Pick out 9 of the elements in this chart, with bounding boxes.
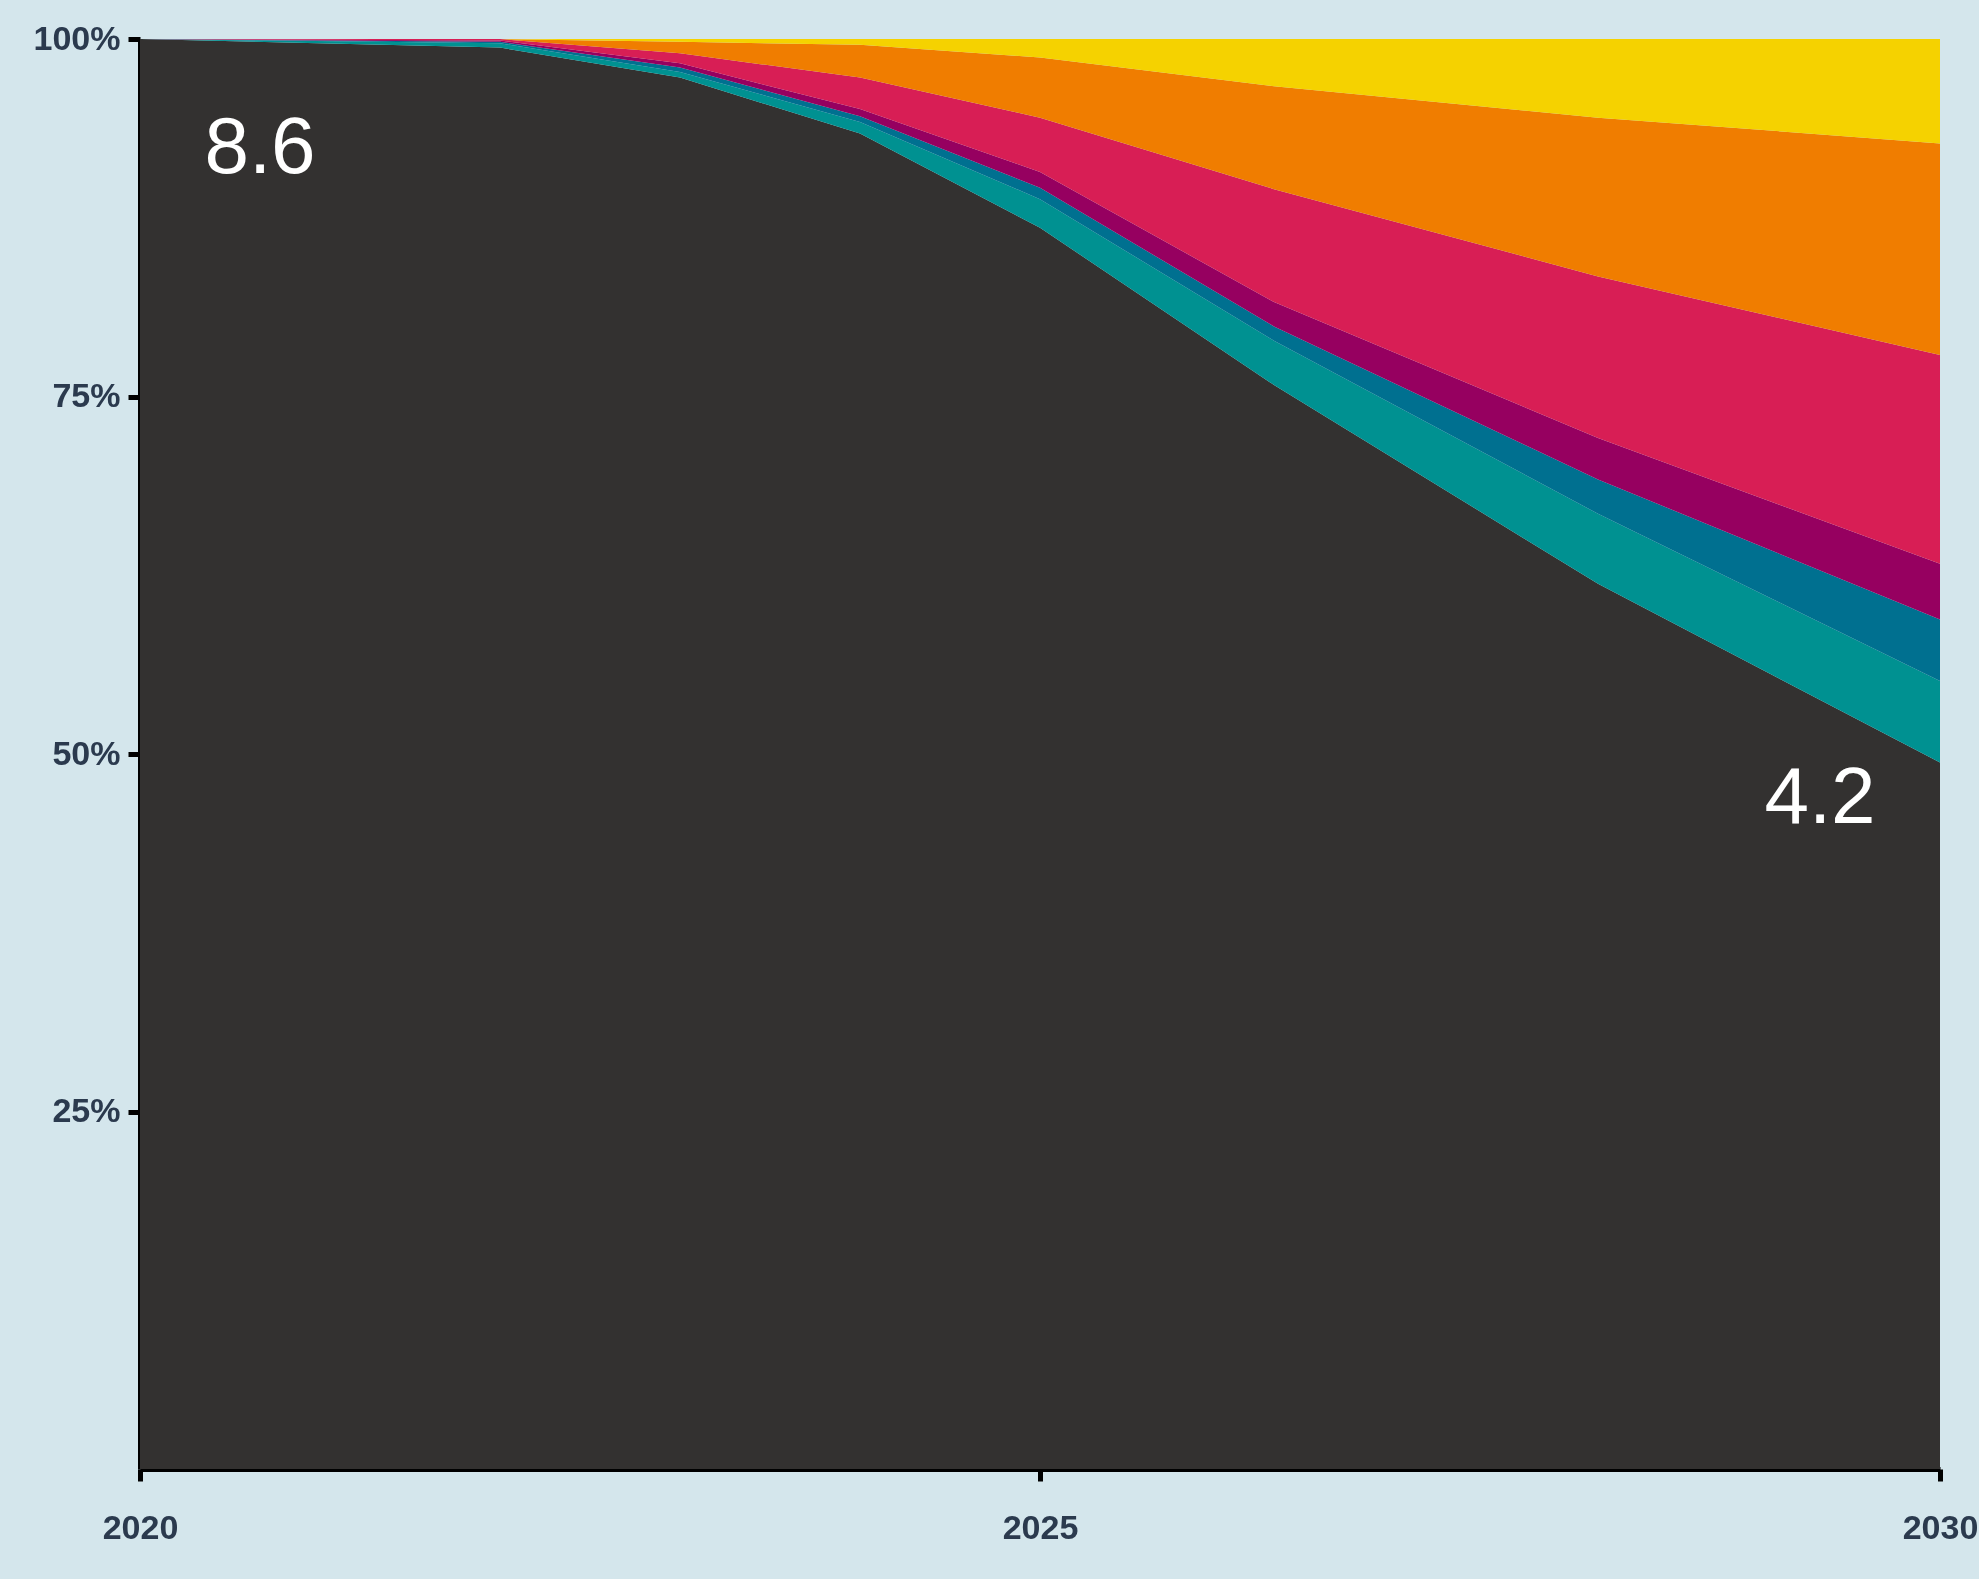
x-tick-label: 2020 bbox=[102, 1507, 179, 1546]
annotation: 8.6 bbox=[204, 101, 316, 190]
x-tick-label: 2025 bbox=[1002, 1507, 1079, 1546]
y-tick-label: 75% bbox=[52, 376, 121, 414]
y-tick-label: 50% bbox=[52, 733, 121, 772]
x-tick-label: 2030 bbox=[1902, 1507, 1979, 1546]
y-tick-label: 25% bbox=[52, 1091, 121, 1129]
y-tick-label: 100% bbox=[33, 18, 121, 57]
annotation: 4.2 bbox=[1764, 751, 1876, 840]
